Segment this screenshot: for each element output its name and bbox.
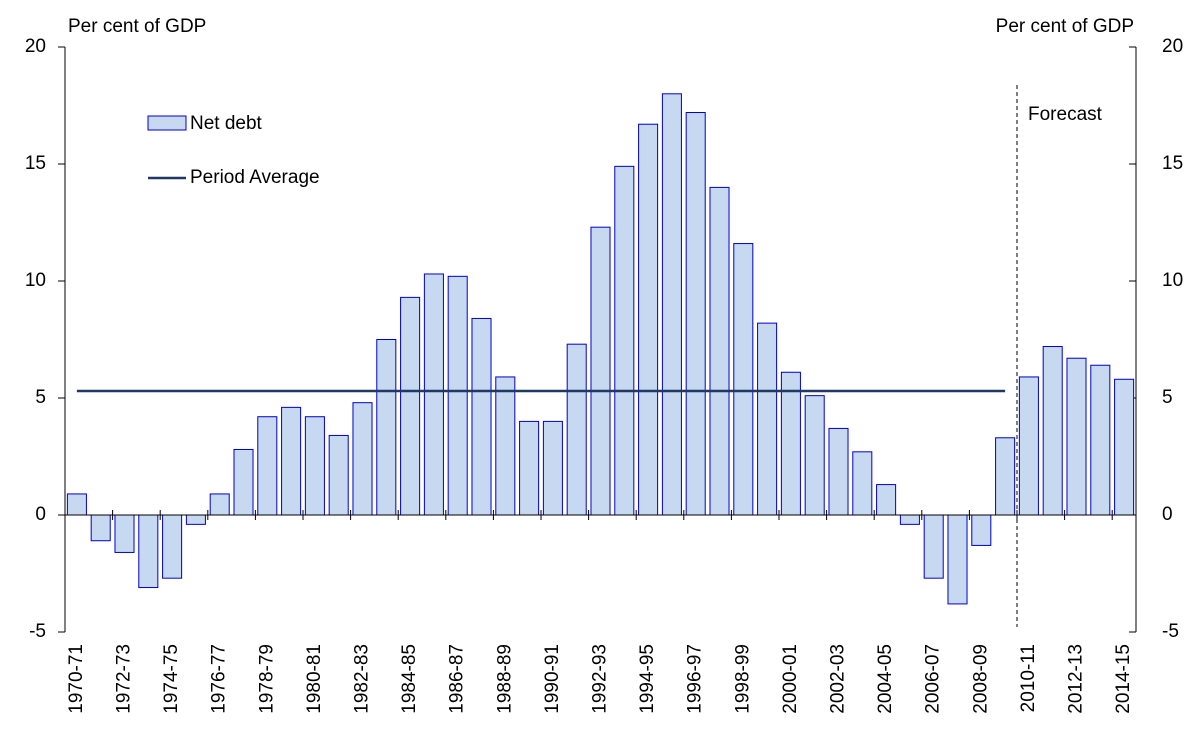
bar: [1066, 357, 1087, 516]
x-tick-label: 2004-05: [875, 644, 896, 714]
bar: [566, 343, 587, 516]
y-tick-label: 0: [35, 504, 46, 525]
y2-tick-label: 5: [1162, 387, 1173, 408]
bar: [614, 165, 635, 516]
legend-label: Period Average: [190, 167, 320, 188]
bar: [257, 416, 278, 516]
y-axis-label: Per cent of GDP: [68, 16, 206, 37]
x-tick-label: 2010-11: [1018, 644, 1039, 712]
y2-tick-label: 15: [1162, 153, 1183, 174]
x-tick-label: 1998-99: [732, 644, 753, 714]
x-tick-label: 1970-71: [66, 644, 87, 714]
bar: [638, 123, 659, 516]
bar: [495, 376, 516, 516]
x-tick-label: 2000-01: [780, 644, 801, 714]
bar: [400, 296, 421, 516]
y-tick-label: 20: [25, 36, 46, 57]
bar: [185, 514, 206, 525]
y-tick-label: 10: [25, 270, 46, 291]
bar: [733, 243, 754, 516]
x-tick-label: 2006-07: [923, 644, 944, 714]
y2-tick-label: 10: [1162, 270, 1183, 291]
x-tick-label: 1982-83: [352, 644, 373, 714]
bar: [114, 514, 135, 553]
bar: [899, 514, 920, 525]
x-tick-label: 1984-85: [399, 644, 420, 714]
bar: [304, 416, 325, 516]
y-tick-label: 15: [25, 153, 46, 174]
bar: [352, 402, 373, 516]
legend-label: Net debt: [190, 113, 263, 134]
bar: [971, 514, 992, 546]
bar: [852, 451, 873, 516]
x-tick-label: 1978-79: [256, 644, 277, 714]
bar: [685, 112, 706, 516]
bar: [542, 420, 563, 516]
bar: [138, 514, 159, 589]
y2-tick-label: 0: [1162, 504, 1173, 525]
legend-swatch: [147, 115, 187, 131]
bar: [828, 427, 849, 516]
y-tick-label: 5: [35, 387, 46, 408]
bar: [1114, 378, 1135, 516]
bar: [661, 93, 682, 516]
bar: [447, 275, 468, 516]
bar: [1090, 364, 1111, 516]
y2-tick-label: -5: [1162, 621, 1179, 642]
bar: [947, 514, 968, 605]
x-tick-label: 1988-89: [494, 644, 515, 714]
forecast-label: Forecast: [1028, 104, 1103, 125]
bar: [471, 317, 492, 516]
x-tick-label: 1994-95: [637, 644, 658, 714]
bar: [519, 420, 540, 516]
bar: [233, 448, 254, 516]
y2-tick-label: 20: [1162, 36, 1183, 57]
bar: [757, 322, 778, 516]
bar: [423, 273, 444, 516]
bar: [90, 514, 111, 542]
y2-axis-label: Per cent of GDP: [996, 16, 1134, 37]
x-tick-label: 1976-77: [209, 644, 230, 714]
bar: [804, 395, 825, 516]
bar: [876, 484, 897, 516]
bar: [376, 339, 397, 516]
bar: [162, 514, 183, 579]
x-tick-label: 1972-73: [114, 644, 135, 714]
bar: [590, 226, 611, 516]
y-tick-label: -5: [29, 621, 46, 642]
x-tick-label: 2008-09: [970, 644, 991, 714]
x-tick-label: 1992-93: [590, 644, 611, 714]
bar: [709, 186, 730, 516]
x-tick-label: 1996-97: [685, 644, 706, 714]
x-tick-label: 1986-87: [447, 644, 468, 714]
x-tick-label: 2012-13: [1066, 644, 1087, 714]
bar: [66, 493, 87, 516]
x-tick-label: 1980-81: [304, 644, 325, 714]
x-tick-label: 1974-75: [161, 644, 182, 714]
bar: [1018, 376, 1039, 516]
bar: [1042, 346, 1063, 516]
x-tick-label: 2014-15: [1113, 644, 1134, 714]
bar: [209, 493, 230, 516]
bar: [328, 434, 349, 516]
bar: [923, 514, 944, 579]
x-tick-label: 2002-03: [828, 644, 849, 714]
bar: [780, 371, 801, 516]
x-tick-label: 1990-91: [542, 644, 563, 714]
bar: [995, 437, 1016, 516]
bar: [281, 406, 302, 516]
